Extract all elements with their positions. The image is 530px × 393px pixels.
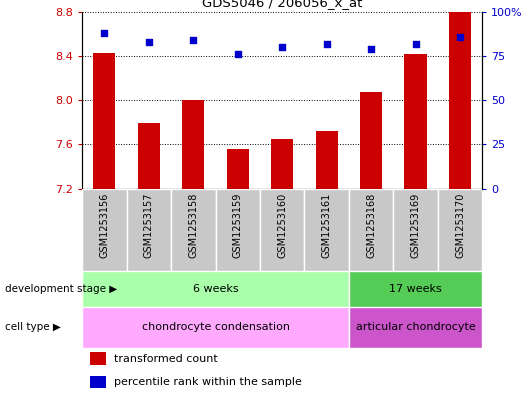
FancyBboxPatch shape: [127, 189, 171, 271]
FancyBboxPatch shape: [82, 271, 349, 307]
FancyBboxPatch shape: [216, 189, 260, 271]
Text: articular chondrocyte: articular chondrocyte: [356, 322, 475, 332]
Bar: [90, 352, 106, 365]
Point: [234, 51, 242, 57]
Text: cell type ▶: cell type ▶: [5, 322, 61, 332]
FancyBboxPatch shape: [438, 189, 482, 271]
FancyBboxPatch shape: [349, 271, 482, 307]
Bar: [360, 92, 382, 189]
FancyBboxPatch shape: [349, 189, 393, 271]
Bar: [227, 149, 249, 189]
Point: [322, 40, 331, 47]
Bar: [90, 376, 106, 388]
Bar: [271, 139, 293, 189]
Text: GSM1253157: GSM1253157: [144, 193, 154, 258]
Text: development stage ▶: development stage ▶: [5, 284, 118, 294]
FancyBboxPatch shape: [349, 307, 482, 348]
Point: [367, 46, 375, 52]
Text: transformed count: transformed count: [114, 354, 218, 364]
Point: [456, 33, 464, 40]
Bar: [93, 53, 116, 189]
Text: 17 weeks: 17 weeks: [389, 284, 442, 294]
Text: GSM1253169: GSM1253169: [411, 193, 421, 258]
FancyBboxPatch shape: [304, 189, 349, 271]
FancyBboxPatch shape: [82, 189, 127, 271]
Text: GSM1253168: GSM1253168: [366, 193, 376, 258]
Text: chondrocyte condensation: chondrocyte condensation: [142, 322, 289, 332]
Bar: [449, 12, 471, 189]
Point: [189, 37, 198, 43]
FancyBboxPatch shape: [82, 307, 349, 348]
Text: percentile rank within the sample: percentile rank within the sample: [114, 377, 302, 387]
FancyBboxPatch shape: [393, 189, 438, 271]
Text: GSM1253158: GSM1253158: [188, 193, 198, 258]
Bar: [138, 123, 160, 189]
Text: GSM1253170: GSM1253170: [455, 193, 465, 258]
Text: GSM1253160: GSM1253160: [277, 193, 287, 258]
Text: 6 weeks: 6 weeks: [193, 284, 238, 294]
FancyBboxPatch shape: [171, 189, 216, 271]
FancyBboxPatch shape: [260, 189, 304, 271]
Point: [278, 44, 287, 50]
Point: [100, 30, 109, 36]
Title: GDS5046 / 206056_x_at: GDS5046 / 206056_x_at: [202, 0, 363, 9]
Text: GSM1253156: GSM1253156: [100, 193, 109, 258]
Point: [145, 39, 153, 45]
Text: GSM1253159: GSM1253159: [233, 193, 243, 258]
Bar: [315, 131, 338, 189]
Bar: [182, 100, 205, 189]
Text: GSM1253161: GSM1253161: [322, 193, 332, 258]
Point: [411, 40, 420, 47]
Bar: [404, 54, 427, 189]
